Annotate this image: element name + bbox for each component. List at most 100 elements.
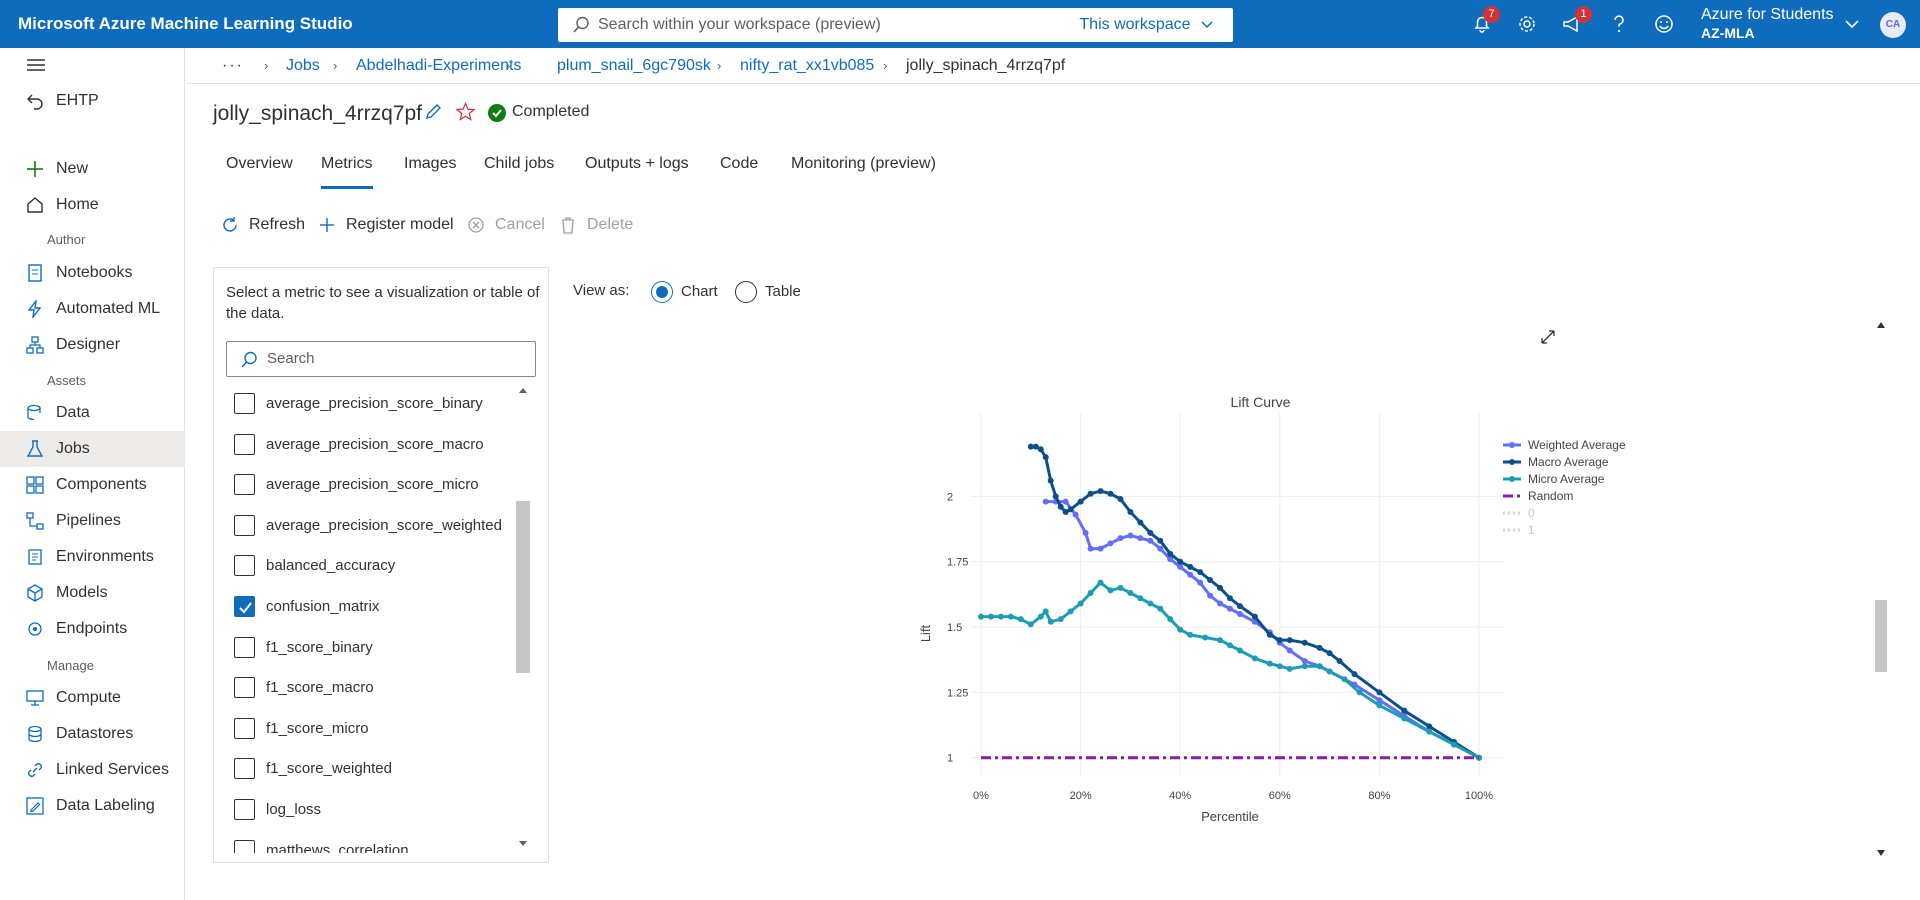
completed-check-icon <box>488 104 506 122</box>
trash-icon <box>562 217 574 234</box>
view-chart-radio[interactable] <box>651 281 673 303</box>
series-point <box>1067 506 1074 513</box>
sidebar-item-designer[interactable]: Designer <box>0 327 185 363</box>
metric-label: f1_score_weighted <box>266 760 392 778</box>
tab-metrics[interactable]: Metrics <box>321 155 373 189</box>
feedback-smiley-icon[interactable] <box>1654 14 1674 34</box>
sidebar-item-home[interactable]: Home <box>0 187 185 223</box>
metric-item[interactable]: matthews_correlation <box>234 830 530 853</box>
sidebar-item-environments[interactable]: Environments <box>0 539 185 575</box>
series-point <box>1032 443 1039 450</box>
sidebar-item-compute[interactable]: Compute <box>0 680 185 716</box>
series-point <box>1376 697 1383 704</box>
sidebar-item-jobs[interactable]: Jobs <box>0 431 185 467</box>
tab-monitoring[interactable]: Monitoring (preview) <box>791 155 936 172</box>
view-table-radio[interactable] <box>735 281 757 303</box>
metric-item[interactable]: f1_score_micro <box>234 708 530 748</box>
sidebar-item-automated-ml[interactable]: Automated ML <box>0 291 185 327</box>
breadcrumb-experiment[interactable]: Abdelhadi-Experiments <box>356 57 522 74</box>
breadcrumb-more-icon[interactable]: ··· <box>222 57 244 74</box>
metric-checkbox[interactable] <box>234 677 255 699</box>
metric-checkbox[interactable] <box>234 717 255 739</box>
metric-item[interactable]: average_precision_score_micro <box>234 464 530 504</box>
series-point <box>1251 613 1258 620</box>
metric-item[interactable]: confusion_matrix <box>234 586 530 626</box>
edit-pencil-icon[interactable] <box>424 103 442 121</box>
metric-checkbox[interactable] <box>234 596 255 617</box>
chevron-right-icon: › <box>506 58 511 73</box>
sidebar-item-data[interactable]: Data <box>0 395 185 431</box>
help-icon[interactable] <box>1609 14 1629 34</box>
tab-code[interactable]: Code <box>720 155 759 172</box>
sidebar-item-notebooks[interactable]: Notebooks <box>0 255 185 291</box>
sidebar-item-datastores[interactable]: Datastores <box>0 716 185 752</box>
series-point <box>1286 637 1293 644</box>
sidebar-item-models[interactable]: Models <box>0 575 185 611</box>
search-scope-label: This workspace <box>1079 16 1191 33</box>
metric-checkbox[interactable] <box>234 636 255 658</box>
metric-checkbox[interactable] <box>234 839 255 853</box>
metrics-search-input[interactable]: Search <box>226 341 536 377</box>
metric-item[interactable]: average_precision_score_weighted <box>234 505 530 545</box>
account-chevron-icon[interactable] <box>1845 20 1859 29</box>
sidebar-item-pipelines[interactable]: Pipelines <box>0 503 185 539</box>
series-point <box>1376 702 1383 709</box>
metric-item[interactable]: average_precision_score_binary <box>234 383 530 423</box>
series-point <box>1117 584 1124 591</box>
series-point <box>1042 498 1049 505</box>
bell-icon[interactable] <box>1472 14 1492 34</box>
metric-checkbox[interactable] <box>234 474 255 496</box>
metric-item[interactable]: f1_score_weighted <box>234 748 530 788</box>
legend-entry: Micro Average <box>1528 472 1605 486</box>
series-point <box>1147 529 1154 536</box>
expand-icon[interactable] <box>1539 328 1557 346</box>
account-menu[interactable]: Azure for Students AZ-MLA <box>1701 6 1834 42</box>
series-point <box>1167 550 1174 557</box>
metric-label: matthews_correlation <box>266 841 409 853</box>
sidebar-item-label: Automated ML <box>56 300 161 317</box>
metric-checkbox[interactable] <box>234 758 255 780</box>
metric-checkbox[interactable] <box>234 393 255 414</box>
metric-item[interactable]: f1_score_macro <box>234 667 530 707</box>
cube-icon <box>27 584 43 602</box>
metric-checkbox[interactable] <box>234 433 255 455</box>
metric-checkbox[interactable] <box>234 799 255 820</box>
breadcrumb-jobs[interactable]: Jobs <box>286 57 320 74</box>
sidebar-item-new[interactable]: New <box>0 151 185 187</box>
chevron-right-icon: › <box>883 58 888 73</box>
metric-item[interactable]: balanced_accuracy <box>234 545 530 585</box>
tab-child-jobs[interactable]: Child jobs <box>484 155 555 172</box>
search-scope-dropdown[interactable]: This workspace <box>1079 8 1213 42</box>
avatar[interactable]: CA <box>1880 12 1906 38</box>
series-point <box>1326 650 1333 657</box>
sidebar-item-components[interactable]: Components <box>0 467 185 503</box>
tab-images[interactable]: Images <box>404 155 457 172</box>
tab-overview[interactable]: Overview <box>226 155 293 172</box>
flask-icon <box>26 440 44 457</box>
breadcrumb-parent-job[interactable]: plum_snail_6gc790sk <box>557 57 711 74</box>
sidebar-item-endpoints[interactable]: Endpoints <box>0 611 185 647</box>
metrics-search-placeholder: Search <box>267 350 315 367</box>
metric-item[interactable]: average_precision_score_macro <box>234 424 530 464</box>
sidebar-item-workspace[interactable]: EHTP <box>0 83 185 119</box>
chart-area-scrollbar[interactable] <box>1874 318 1888 860</box>
metric-checkbox[interactable] <box>234 555 255 577</box>
link-icon <box>28 763 42 777</box>
series-point <box>1107 540 1114 547</box>
gear-icon[interactable] <box>1517 14 1537 34</box>
workspace-search[interactable]: Search within your workspace (preview) T… <box>558 8 1233 42</box>
metric-item[interactable]: f1_score_binary <box>234 627 530 667</box>
megaphone-icon[interactable] <box>1562 14 1582 34</box>
metrics-list-scrollbar[interactable] <box>515 385 531 851</box>
app-title[interactable]: Microsoft Azure Machine Learning Studio <box>18 14 353 33</box>
view-chart-label: Chart <box>681 283 718 300</box>
sidebar-item-data-labeling[interactable]: Data Labeling <box>0 788 185 824</box>
breadcrumb-child-job[interactable]: nifty_rat_xx1vb085 <box>740 57 875 74</box>
metric-checkbox[interactable] <box>234 514 255 536</box>
hamburger-icon[interactable] <box>27 58 45 72</box>
metric-item[interactable]: log_loss <box>234 789 530 829</box>
star-icon[interactable] <box>456 102 475 121</box>
sidebar-item-linked-services[interactable]: Linked Services <box>0 752 185 788</box>
tab-outputs-logs[interactable]: Outputs + logs <box>585 155 689 172</box>
series-point <box>1017 616 1024 623</box>
